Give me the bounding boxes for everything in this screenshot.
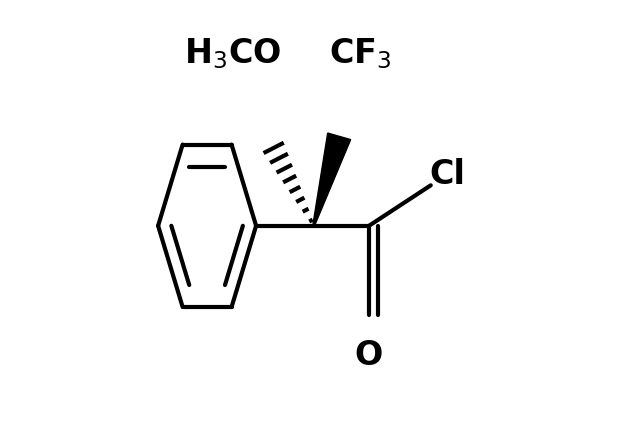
Text: Cl: Cl: [430, 158, 466, 191]
Text: H$_3$CO: H$_3$CO: [184, 36, 281, 71]
Text: O: O: [355, 339, 383, 372]
Polygon shape: [313, 133, 351, 226]
Text: CF$_3$: CF$_3$: [329, 36, 392, 71]
